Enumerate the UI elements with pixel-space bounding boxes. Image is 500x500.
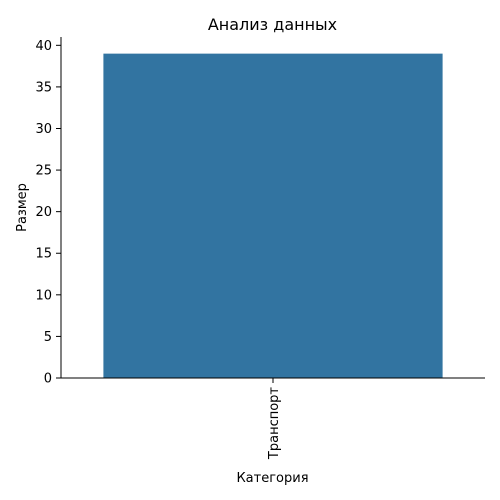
y-axis-label: Размер — [15, 183, 30, 232]
y-tick-label: 20 — [35, 205, 52, 220]
y-tick-label: 5 — [44, 330, 52, 345]
y-tick-label: 10 — [35, 288, 52, 303]
y-tick-label: 40 — [35, 39, 52, 54]
y-axis: 0 5 10 15 20 25 30 35 40 — [35, 37, 62, 387]
x-axis: Транспорт — [61, 377, 485, 461]
y-tick-label: 0 — [44, 372, 52, 387]
y-tick-label: 30 — [35, 122, 52, 137]
bar — [103, 53, 443, 378]
bars-group — [103, 53, 443, 378]
x-tick-label: Транспорт — [267, 387, 282, 461]
chart-title: Анализ данных — [208, 15, 337, 34]
x-axis-label: Категория — [236, 471, 308, 486]
y-tick-label: 35 — [35, 80, 52, 95]
y-tick-label: 25 — [35, 164, 52, 179]
y-tick-label: 15 — [35, 247, 52, 262]
